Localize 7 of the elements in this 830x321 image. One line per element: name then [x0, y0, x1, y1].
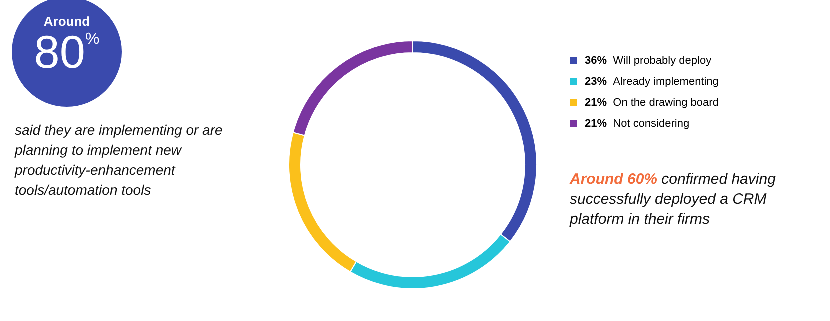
text: Around 80%: [33, 14, 101, 78]
legend-label: 21% On the drawing board: [585, 96, 719, 108]
legend-label: 21% Not considering: [585, 118, 690, 130]
legend-label: 23% Already implementing: [585, 76, 719, 88]
text: Around 60% confirmed having successfully deployed a CRM platform in their firms: [570, 170, 777, 230]
text: said they are implementing or are planning to implement new productivity-enhancement tools/automation tools: [15, 121, 224, 200]
legend-label: 36% Will probably deploy: [585, 54, 712, 66]
